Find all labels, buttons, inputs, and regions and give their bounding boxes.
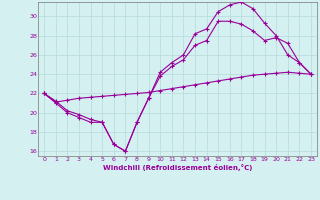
X-axis label: Windchill (Refroidissement éolien,°C): Windchill (Refroidissement éolien,°C) <box>103 164 252 171</box>
